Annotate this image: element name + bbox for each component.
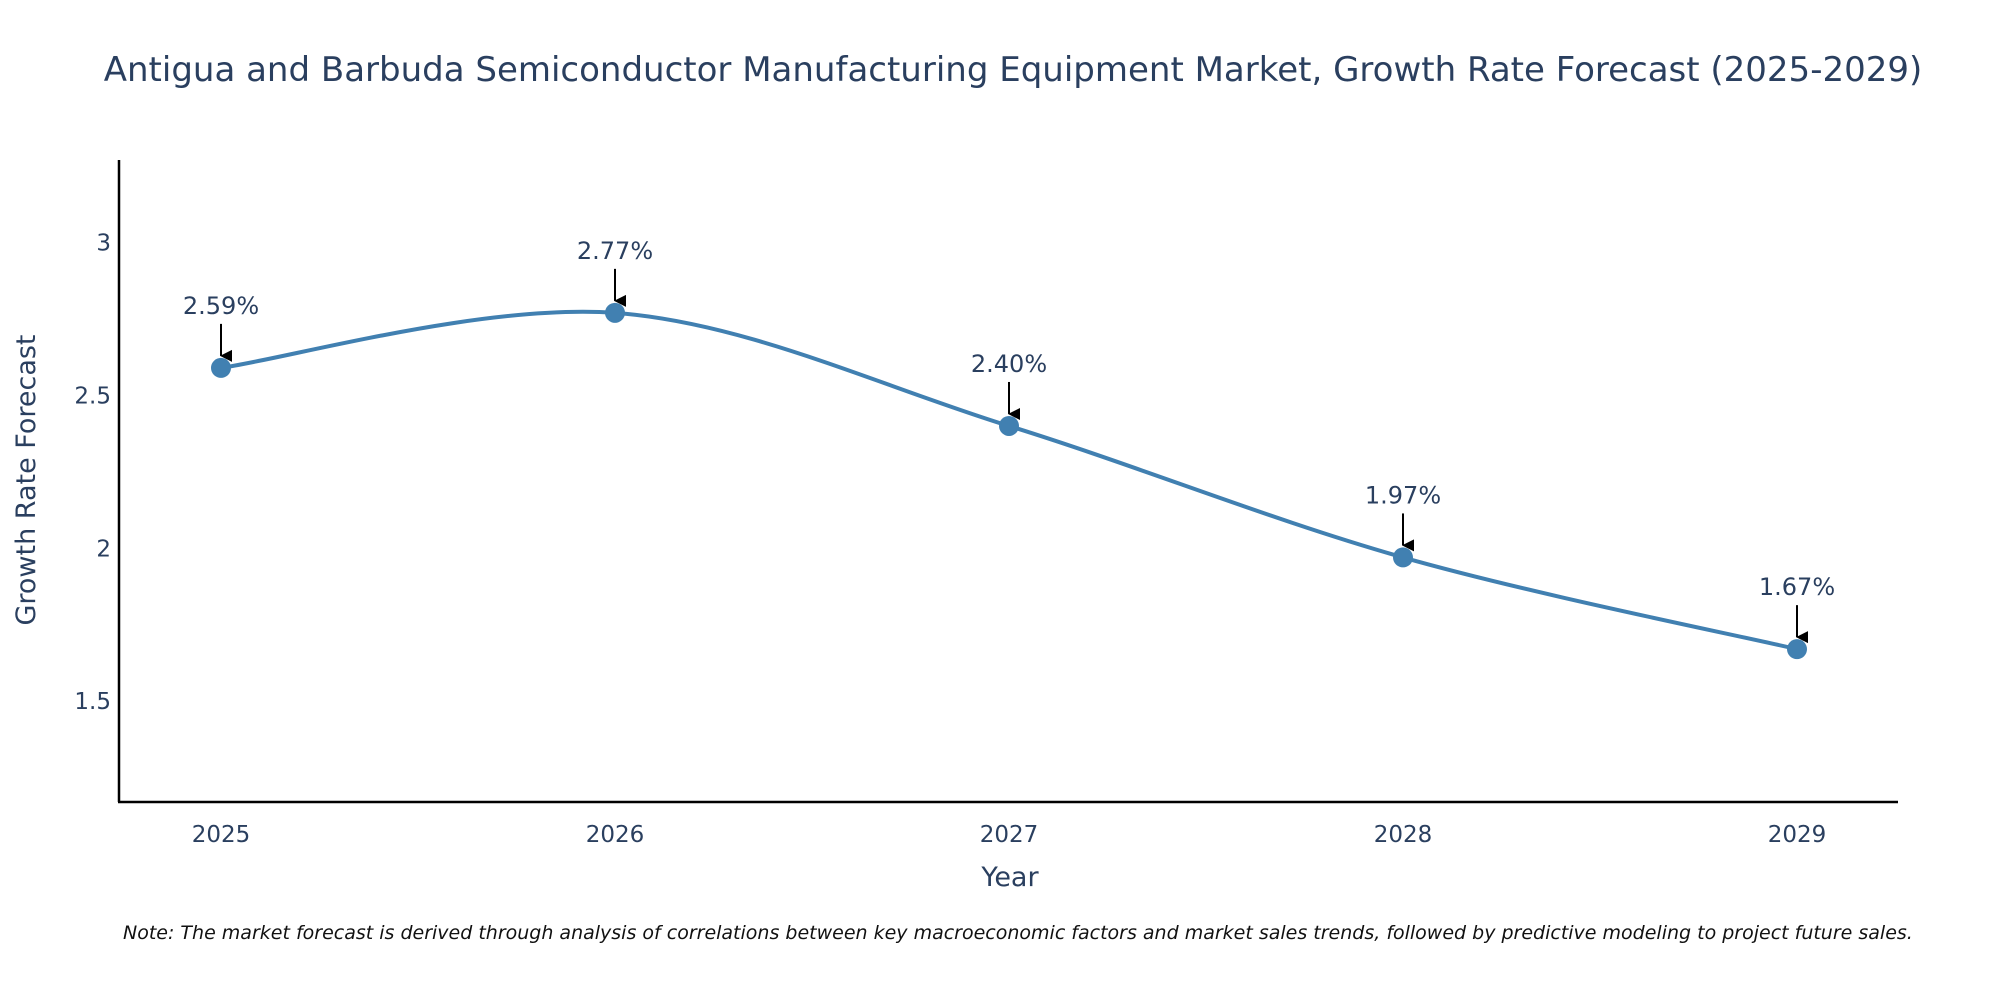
data-label: 1.97% <box>1365 481 1441 509</box>
data-label: 1.67% <box>1759 573 1835 601</box>
x-tick-label: 2026 <box>586 822 645 848</box>
data-label: 2.59% <box>183 292 259 320</box>
x-tick-label: 2027 <box>980 822 1039 848</box>
x-tick-label: 2028 <box>1374 822 1433 848</box>
x-tick-label: 2029 <box>1768 822 1827 848</box>
data-point-2027 <box>999 415 1019 436</box>
series <box>211 302 1807 660</box>
y-axis-title: Growth Rate Forecast <box>11 334 42 625</box>
data-label: 2.77% <box>577 237 653 265</box>
tick-labels: 2025 2026 2027 2028 2029 1.5 2 2.5 3 <box>74 231 1826 848</box>
annotations: 2.59% 2.77% 2.40% 1.97% 1.67% <box>183 237 1835 644</box>
data-point-2029 <box>1787 639 1807 660</box>
footnote: Note: The market forecast is derived thr… <box>123 922 1913 944</box>
data-point-2025 <box>211 357 231 378</box>
y-tick-label: 2.5 <box>74 383 111 409</box>
y-tick-label: 2 <box>96 536 111 562</box>
chart-title: Antigua and Barbuda Semiconductor Manufa… <box>104 50 1923 90</box>
x-tick-label: 2025 <box>192 822 251 848</box>
data-label: 2.40% <box>971 350 1047 378</box>
data-point-2028 <box>1393 547 1413 568</box>
x-axis-title: Year <box>980 862 1039 893</box>
y-tick-label: 1.5 <box>74 689 111 715</box>
data-point-2026 <box>605 302 625 323</box>
axes <box>117 160 1898 804</box>
y-tick-label: 3 <box>96 231 111 257</box>
